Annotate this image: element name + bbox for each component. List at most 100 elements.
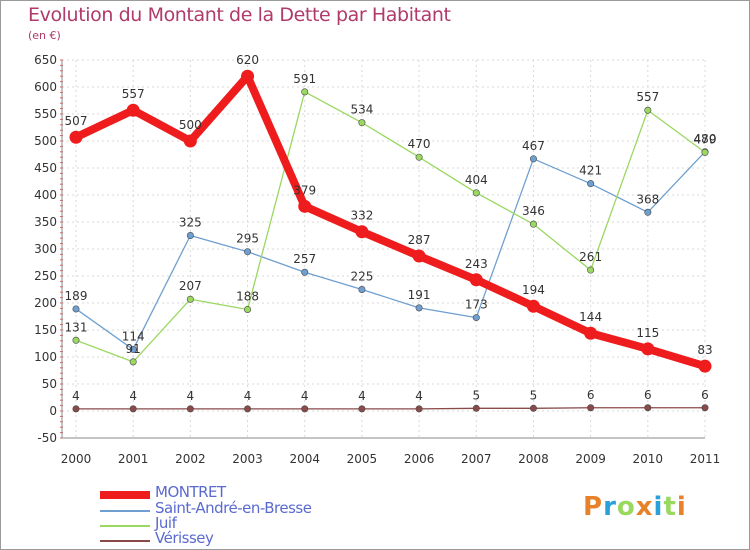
data-label-saint-andre-en-bresse: 225 [350,270,373,284]
data-label-juif: 591 [293,72,316,86]
legend-swatch [100,525,150,527]
logo-letter: o [616,492,636,522]
data-point-juif [529,220,537,228]
x-tick-label: 2011 [690,452,721,466]
data-label-verissey: 4 [129,389,137,403]
data-label-montret: 500 [179,118,202,132]
series-line-saint-andre-en-bresse [75,151,706,351]
data-point-verissey [186,405,194,413]
y-tick-label: 100 [34,350,57,364]
data-point-montret [412,249,426,263]
x-tick-label: 2008 [518,452,549,466]
y-tick-label: 450 [34,161,57,175]
data-point-verissey [701,404,709,412]
data-label-saint-andre-en-bresse: 114 [122,329,145,343]
data-point-saint-andre-en-bresse [472,314,480,322]
x-tick-label: 2004 [289,452,320,466]
data-point-juif [72,336,80,344]
data-label-montret: 379 [293,183,316,197]
x-tick-label: 2000 [61,452,92,466]
y-tick-label: 200 [34,296,57,310]
logo-letter: P [583,492,604,522]
data-label-saint-andre-en-bresse: 191 [408,288,431,302]
y-tick-label: -50 [37,431,57,445]
data-label-verissey: 5 [472,388,480,402]
data-label-verissey: 5 [530,388,538,402]
data-label-montret: 557 [122,87,145,101]
data-point-saint-andre-en-bresse [72,305,80,313]
data-label-juif: 404 [465,173,488,187]
proxiti-logo: Proxiti [583,492,687,522]
data-label-montret: 620 [236,53,259,67]
data-label-juif: 470 [408,137,431,151]
legend-item-verissey: Vérissey [100,529,400,547]
data-label-montret: 144 [579,310,602,324]
data-label-verissey: 4 [187,389,195,403]
data-point-juif [587,266,595,274]
y-tick-label: 50 [42,377,57,391]
x-tick-label: 2003 [232,452,263,466]
data-point-juif [244,305,252,313]
data-point-saint-andre-en-bresse [244,248,252,256]
data-point-saint-andre-en-bresse [529,155,537,163]
data-point-juif [186,295,194,303]
data-point-juif [415,153,423,161]
legend-item-montret: MONTRET [100,483,400,501]
x-tick-label: 2009 [575,452,606,466]
logo-letter: t [663,492,677,522]
y-tick-label: 250 [34,269,57,283]
x-tick-label: 2001 [118,452,149,466]
data-label-verissey: 4 [72,389,80,403]
data-point-verissey [587,404,595,412]
data-point-juif [644,106,652,114]
chart-title: Evolution du Montant de la Dette par Hab… [28,4,451,26]
chart-subtitle: (en €) [28,29,61,42]
data-label-montret: 507 [65,114,88,128]
data-point-montret [298,199,312,213]
y-tick-label: 400 [34,188,57,202]
data-point-montret [641,342,655,356]
data-point-juif [129,358,137,366]
data-label-saint-andre-en-bresse: 421 [579,164,602,178]
data-label-verissey: 6 [587,388,595,402]
data-label-montret: 287 [408,233,431,247]
data-label-montret: 83 [697,343,712,357]
data-point-verissey [529,404,537,412]
legend-swatch [100,540,150,542]
data-point-verissey [358,405,366,413]
data-label-juif: 534 [350,103,373,117]
data-point-verissey [244,405,252,413]
data-label-saint-andre-en-bresse: 257 [293,252,316,266]
data-point-verissey [472,404,480,412]
legend-label: MONTRET [155,483,226,501]
y-tick-label: 550 [34,107,57,121]
data-point-saint-andre-en-bresse [587,180,595,188]
data-point-montret [584,326,598,340]
data-label-saint-andre-en-bresse: 368 [636,192,659,206]
logo-letter: i [653,492,664,522]
data-label-juif: 207 [179,279,202,293]
data-label-juif: 479 [694,132,717,146]
data-point-verissey [415,405,423,413]
data-label-verissey: 4 [244,389,252,403]
data-point-verissey [301,405,309,413]
data-label-saint-andre-en-bresse: 467 [522,139,545,153]
data-label-juif: 188 [236,289,259,303]
data-point-montret [469,273,483,287]
series-line-juif [75,91,706,363]
data-label-saint-andre-en-bresse: 480 [694,132,717,146]
data-point-saint-andre-en-bresse [358,285,366,293]
data-point-juif [701,148,709,156]
y-tick-label: 600 [34,80,57,94]
data-point-montret [183,134,197,148]
data-point-saint-andre-en-bresse [644,208,652,216]
legend-swatch [100,510,150,512]
data-label-verissey: 6 [644,388,652,402]
data-point-saint-andre-en-bresse [129,345,137,353]
legend-swatch [100,491,150,499]
data-label-verissey: 6 [701,388,709,402]
data-label-verissey: 4 [301,389,309,403]
data-label-saint-andre-en-bresse: 189 [65,289,88,303]
x-tick-label: 2005 [347,452,378,466]
data-point-juif [472,189,480,197]
